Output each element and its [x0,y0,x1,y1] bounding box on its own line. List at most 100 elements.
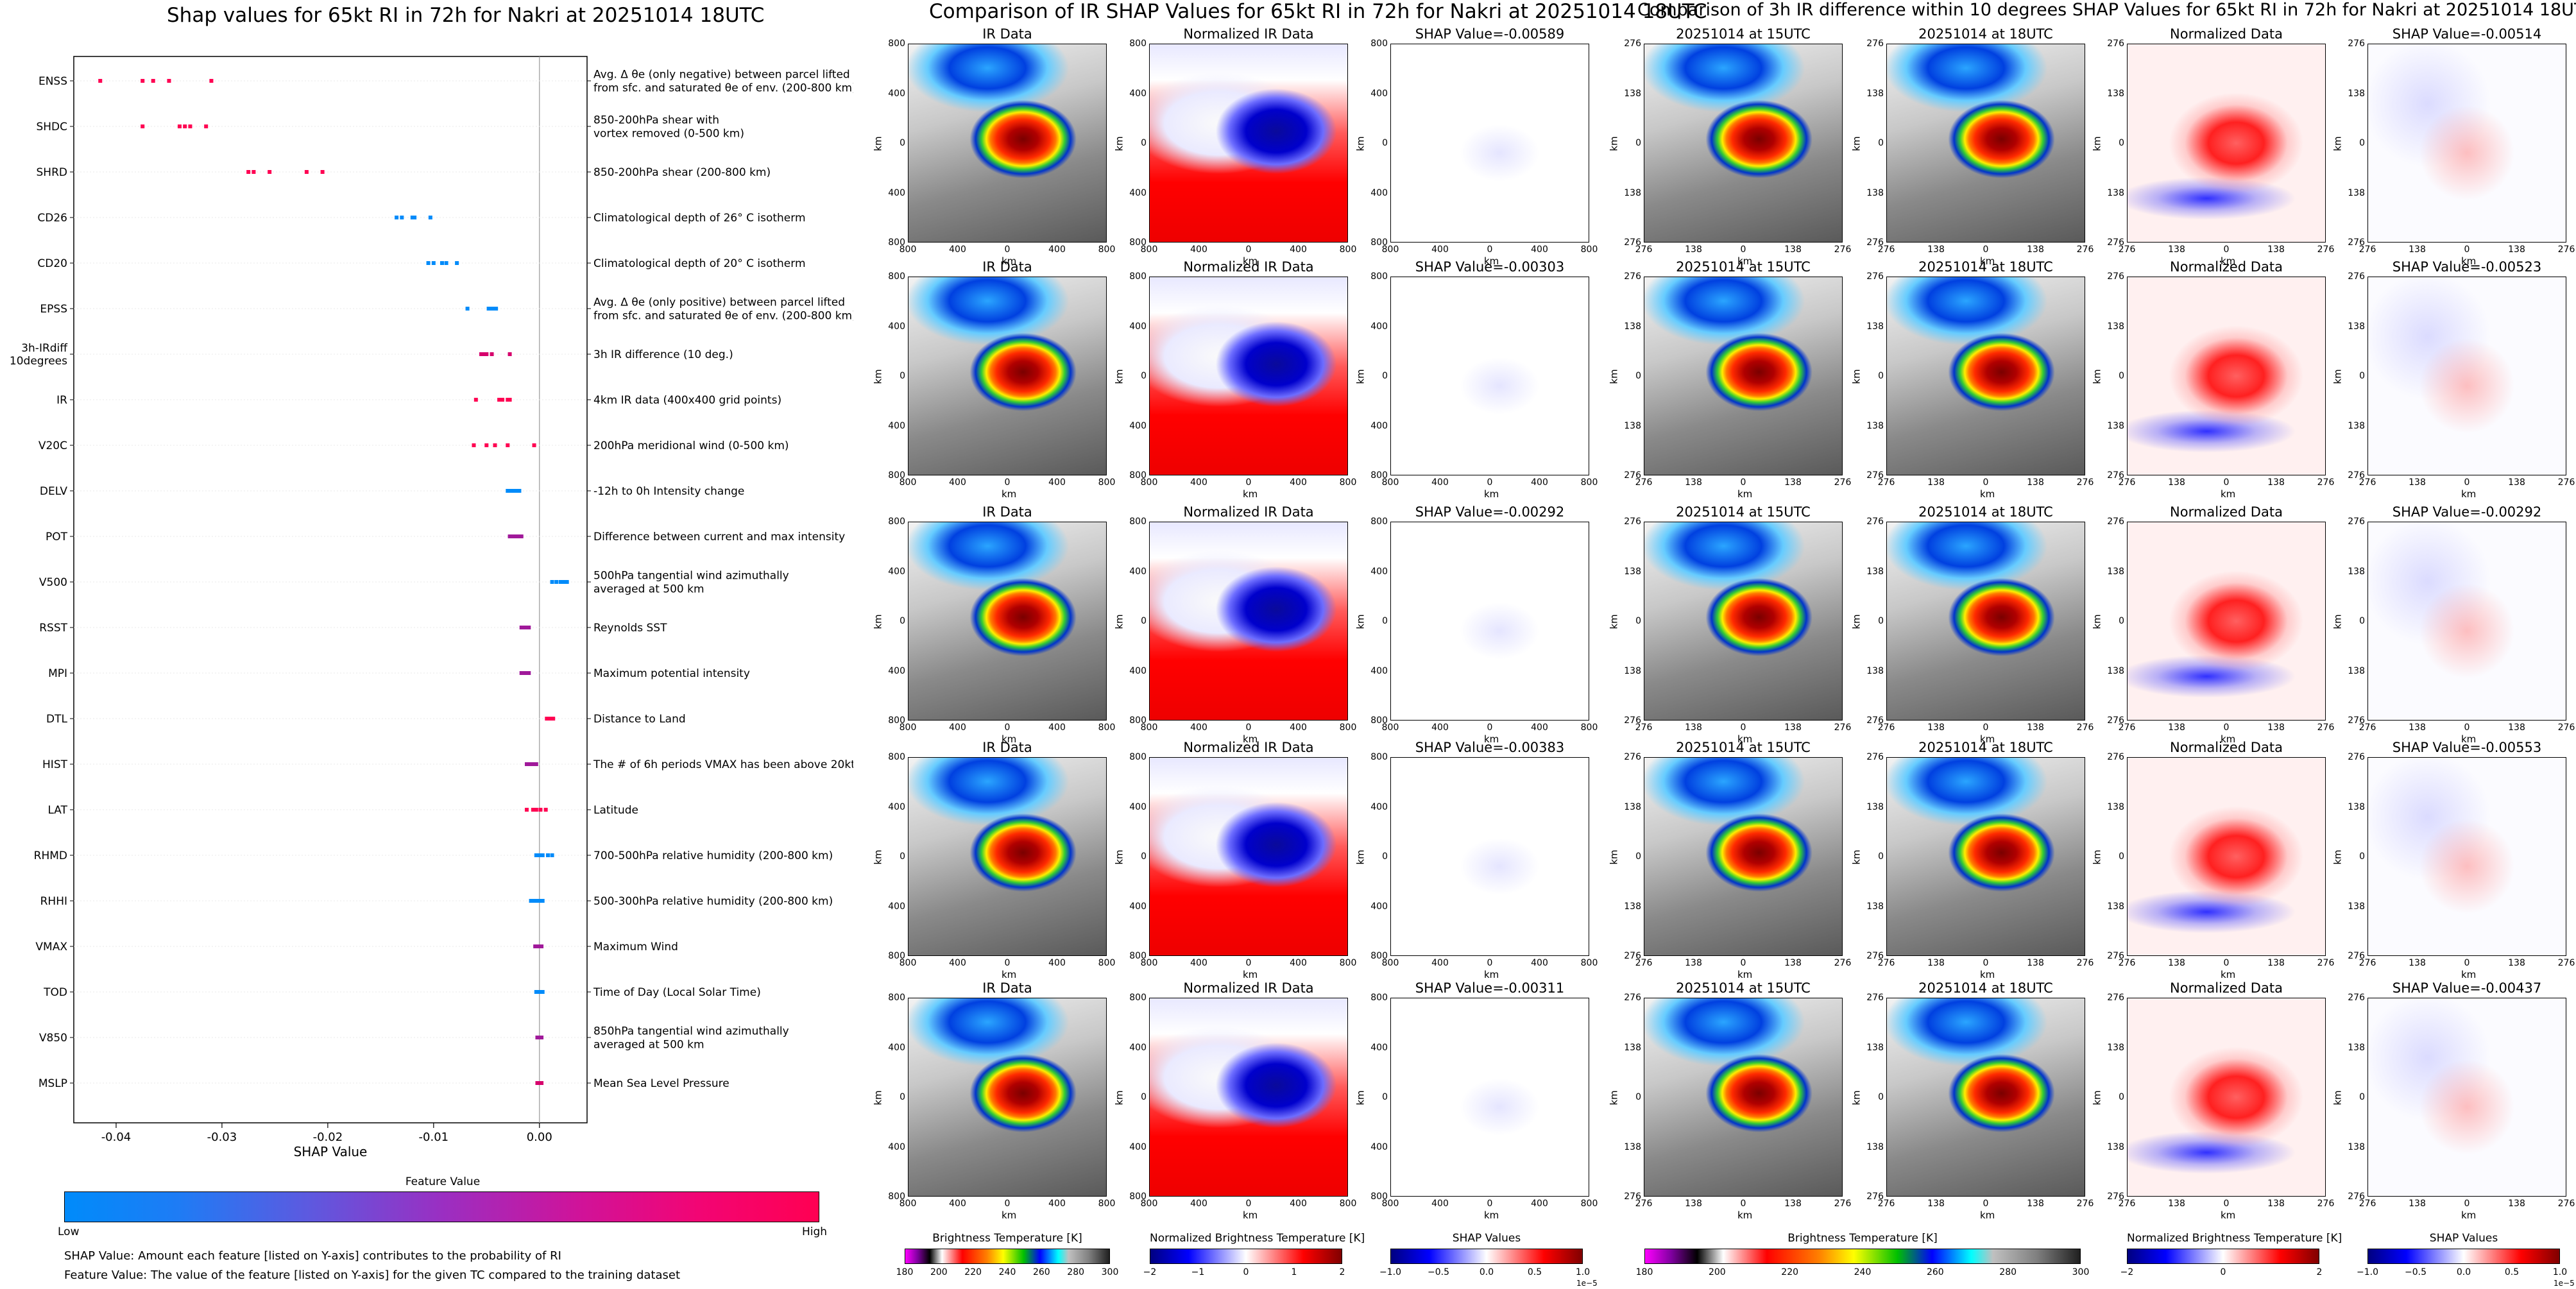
x-tick-label: 800 [899,244,917,255]
feature-description: from sfc. and saturated θe of env. (200-… [593,310,853,323]
shap-point [534,990,538,994]
y-tick-label: 276 [1624,752,1641,762]
shap-point [177,124,182,128]
y-tick-label: 800 [1370,1191,1388,1202]
y-tick-label: 276 [1624,470,1641,481]
shap-point [455,261,459,265]
x-tick-label: 276 [2118,958,2136,968]
feature-name: LAT [47,804,67,817]
shap-point [535,1081,540,1085]
feature-name: V20C [38,440,67,452]
shap-point [531,808,535,812]
x-axis-label: km [1980,1209,1995,1221]
y-tick-label: 276 [1624,715,1641,726]
shap-point [527,671,531,675]
y-tick-label: 276 [1624,1191,1641,1202]
colorbar-label: Normalized Brightness Temperature [K] [1150,1232,1365,1245]
x-tick-label: 0 [1245,722,1252,733]
shap-point [540,990,545,994]
x-tick-label: 276 [2358,1199,2376,1209]
x-axis-label: km [1243,255,1258,267]
shap-point [534,762,538,766]
feature-name: RHMD [34,849,67,862]
x-tick-label: 800 [1381,244,1399,255]
feature-name: TOD [43,986,67,999]
panel-title: SHAP Value=-0.00523 [2392,259,2542,275]
y-tick-label: 138 [1624,420,1641,431]
x-tick-label: 0 [1245,244,1252,255]
panel-title: Normalized Data [2170,26,2283,42]
x-tick-label: 400 [1190,477,1207,488]
y-tick-label: 400 [888,566,905,577]
y-axis-label: km [1354,614,1367,629]
x-tick-label: 0 [1004,477,1011,488]
ir-18utc-panel [1886,757,2085,956]
colorbar-tick: −2 [2120,1267,2134,1277]
feature-name: HIST [42,758,68,771]
y-tick-label: 276 [2107,951,2124,961]
colorbar-tick: 0 [1243,1267,1249,1277]
y-tick-label: 800 [1370,237,1388,248]
x-tick-label: 800 [1098,958,1116,968]
y-tick-label: 276 [2348,715,2365,726]
shap-point [490,352,494,356]
y-tick-label: 0 [1635,371,1641,381]
colorbar-tick: 220 [1781,1267,1799,1277]
x-tick-label: 276 [2557,244,2575,255]
shap-point [524,671,529,675]
colorbar-label: SHAP Values [1452,1232,1521,1245]
x-axis-label: km [1002,1209,1017,1221]
x-tick-label: 276 [2557,477,2575,488]
y-tick-label: 138 [2348,901,2365,912]
y-axis-label: km [2091,614,2103,629]
feature-description: 700-500hPa relative humidity (200-800 km… [593,849,833,862]
y-tick-label: 0 [1635,616,1641,626]
colorbar-tick: 0.0 [2456,1267,2471,1277]
y-tick-label: 0 [1878,616,1884,626]
x-tick-label: 400 [1290,244,1307,255]
panel-title: 20251014 at 15UTC [1676,504,1811,520]
y-axis-label: km [2332,614,2344,629]
feature-description: averaged at 500 km [593,1039,704,1052]
shap-point [524,808,529,812]
x-tick-label: 800 [1339,244,1357,255]
x-tick-label: 276 [1877,477,1895,488]
x-axis-label: km [1737,733,1753,745]
y-tick-label: 0 [1382,138,1388,148]
x-tick-label: 400 [949,958,966,968]
x-axis-label: SHAP Value [294,1144,368,1159]
y-axis-label: km [1608,136,1620,151]
y-tick-label: 276 [2348,516,2365,527]
x-axis-label: km [1980,969,1995,980]
y-axis-label: km [1850,614,1863,629]
y-tick-label: 800 [888,271,905,282]
panel-title: Normalized IR Data [1183,740,1314,755]
diff-shap-panel [2367,998,2566,1197]
y-tick-label: 0 [900,616,905,626]
x-tick-label: 276 [1635,958,1653,968]
shap-summary-chart: -0.04 -0.03 -0.02 -0.01 0.00 SHAP Value ENSS Av… [10,56,853,1159]
panel-title: Normalized Data [2170,740,2283,755]
x-tick-label: 138 [2508,722,2525,733]
shap-point [473,398,478,402]
x-axis-label: km [1243,488,1258,500]
feature-description: 3h IR difference (10 deg.) [593,348,733,361]
y-tick-label: 138 [1624,566,1641,577]
x-tick-label: 0 [1245,1199,1252,1209]
normalized-ir-panel [1149,522,1348,721]
x-tick-label: 400 [1431,1199,1449,1209]
colorbar-tick: 280 [1067,1267,1085,1277]
x-tick-label: 138 [2508,958,2525,968]
y-tick-label: 800 [888,752,905,762]
shap-point [506,489,510,493]
x-tick-label: 800 [1339,477,1357,488]
x-axis-label: km [1484,733,1499,745]
ir-colorbar [905,1249,1110,1264]
y-axis-label: km [1608,614,1620,629]
shap-point [508,398,512,402]
x-tick-label: 0 [1740,244,1746,255]
colorbar-tick: 260 [1926,1267,1944,1277]
x-tick-label: 276 [2076,477,2094,488]
shap-point [517,489,522,493]
y-axis-label: km [872,849,884,865]
